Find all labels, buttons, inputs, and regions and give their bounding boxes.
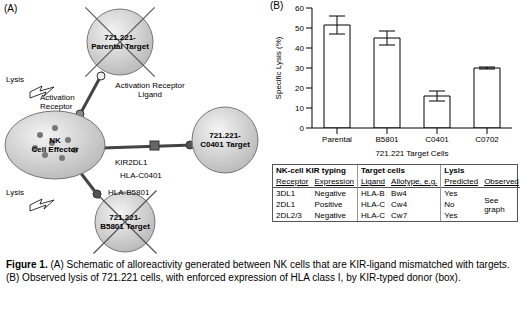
svg-text:721.221-Parental Target: 721.221-Parental Target — [91, 33, 149, 51]
svg-text:C0702: C0702 — [475, 135, 499, 144]
html-text:HLA-C: HLA-C — [361, 200, 386, 209]
svg-text:Lysis: Lysis — [6, 75, 24, 84]
html-text:Expression: Expression — [314, 177, 354, 186]
svg-text:KIR2DL1: KIR2DL1 — [115, 158, 148, 167]
svg-text:C0401: C0401 — [425, 135, 449, 144]
svg-text:30: 30 — [295, 64, 304, 73]
html-text:See graph: See graph — [484, 195, 505, 214]
svg-text:20: 20 — [295, 84, 304, 93]
html-text:HLA-C: HLA-C — [361, 211, 386, 220]
html-text:Receptor: Receptor — [276, 177, 309, 186]
html-text:No: No — [444, 200, 455, 209]
svg-text:10: 10 — [295, 104, 304, 113]
svg-text:721.221 Target Cells: 721.221 Target Cells — [375, 149, 448, 158]
svg-text:(A): (A) — [4, 3, 17, 14]
html-text:2DL2/3: 2DL2/3 — [276, 211, 302, 220]
html-text:Bw4: Bw4 — [391, 189, 407, 198]
html-text:NK-cell KIR typing: NK-cell KIR typing — [276, 166, 346, 175]
svg-text:Parental: Parental — [322, 135, 352, 144]
html-text:(B): (B) — [270, 0, 284, 11]
svg-text:HLA-C0401: HLA-C0401 — [120, 171, 162, 180]
html-text:2DL1: 2DL1 — [276, 200, 296, 209]
svg-text:Activation ReceptorLigand: Activation ReceptorLigand — [115, 81, 185, 99]
html-text:Lysis: Lysis — [444, 166, 465, 175]
html-text:Yes: Yes — [444, 189, 458, 198]
svg-text:NKCell Effector: NKCell Effector — [31, 136, 78, 154]
html-text:HLA-B: HLA-B — [361, 189, 385, 198]
html-text:Positive: Positive — [314, 200, 343, 209]
svg-text:0: 0 — [300, 124, 305, 133]
html-text:Figure 1. (A) Schematic of all: Figure 1. (A) Schematic of alloreactivit… — [6, 259, 510, 283]
html-text:Predicted: Predicted — [444, 177, 479, 186]
html-text:Target cells: Target cells — [361, 166, 405, 175]
html-text:Allotype, e.g.: Allotype, e.g. — [391, 177, 438, 186]
svg-text:40: 40 — [295, 44, 304, 53]
svg-text:Specific Lysis (%): Specific Lysis (%) — [274, 36, 283, 99]
html-text:3DL1: 3DL1 — [276, 189, 296, 198]
svg-text:B5801: B5801 — [375, 135, 399, 144]
svg-text:50: 50 — [295, 24, 304, 33]
html-text:Ligand: Ligand — [361, 177, 386, 186]
svg-text:ActivationReceptor: ActivationReceptor — [40, 93, 75, 111]
html-text:Yes: Yes — [444, 211, 458, 220]
html-text:Negative: Negative — [314, 211, 346, 220]
html-text:Cw7: Cw7 — [391, 211, 408, 220]
html-text:Observed: Observed — [484, 177, 519, 186]
svg-text:Lysis: Lysis — [6, 188, 24, 197]
svg-text:721.221-C0401 Target: 721.221-C0401 Target — [200, 131, 250, 149]
html-text:Negative: Negative — [314, 189, 346, 198]
svg-text:60: 60 — [295, 4, 304, 13]
html-text:Cw4: Cw4 — [391, 200, 408, 209]
svg-text:721.221-B5801 Target: 721.221-B5801 Target — [100, 213, 150, 231]
svg-text:HLA-B5801: HLA-B5801 — [108, 188, 150, 197]
